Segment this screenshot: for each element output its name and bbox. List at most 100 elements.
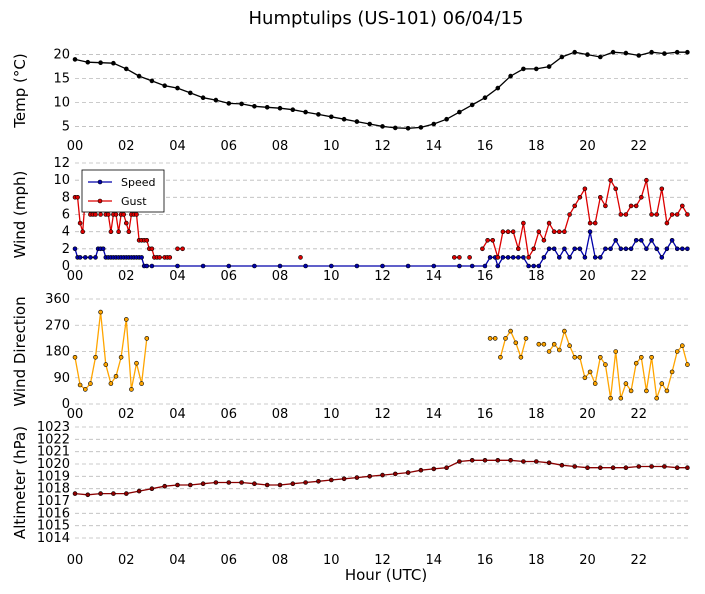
data-point [536, 341, 542, 347]
data-point [567, 255, 572, 260]
y-tick-label: 5 [62, 119, 70, 134]
legend: Speed Gust [81, 169, 165, 213]
data-point [500, 255, 506, 260]
data-point [113, 373, 119, 379]
y-tick-label: 2 [62, 242, 70, 257]
x-tick-label: 10 [323, 269, 340, 284]
x-tick-label: 18 [528, 407, 545, 422]
data-point [77, 220, 83, 226]
data-point [618, 212, 624, 217]
data-point [536, 229, 542, 234]
data-point [367, 121, 373, 127]
x-tick-label: 20 [579, 553, 596, 568]
data-point [111, 491, 116, 496]
data-point [510, 229, 516, 234]
data-point [93, 255, 98, 260]
data-point [316, 478, 321, 484]
data-point [85, 492, 91, 498]
x-tick-label: 06 [220, 269, 237, 284]
data-point [495, 263, 501, 269]
data-point [495, 255, 501, 260]
x-tick-label: 00 [67, 139, 84, 154]
y-tick-label: 1019 [37, 469, 70, 484]
data-point [587, 220, 593, 226]
data-point [659, 255, 665, 260]
data-point [129, 387, 134, 392]
data-point [367, 473, 373, 479]
data-point [608, 395, 613, 401]
data-point [597, 195, 603, 200]
data-point [623, 465, 629, 471]
data-point [88, 255, 93, 260]
data-point [98, 309, 103, 315]
data-point [618, 246, 624, 252]
data-point [551, 229, 557, 234]
data-point [482, 457, 488, 463]
data-point [628, 388, 634, 394]
data-point [264, 105, 270, 110]
x-tick-label: 22 [630, 407, 647, 422]
data-point [562, 229, 567, 234]
data-point [649, 49, 654, 55]
data-point [608, 177, 613, 183]
y-axis-label: Altimeter (hPa) [11, 426, 29, 539]
x-tick-label: 02 [118, 553, 135, 568]
data-point [669, 369, 675, 375]
data-point [175, 85, 180, 91]
data-point [649, 212, 654, 217]
data-point [587, 229, 593, 234]
x-tick-label: 16 [477, 407, 494, 422]
data-point [341, 116, 347, 122]
data-point [674, 349, 680, 354]
data-point [577, 195, 583, 200]
legend-label: Speed [121, 176, 155, 189]
data-point [572, 246, 578, 252]
data-point [136, 488, 142, 494]
data-point [649, 238, 654, 243]
data-point [623, 381, 629, 386]
data-point [582, 375, 588, 381]
y-tick-label: 90 [53, 371, 70, 386]
data-point [316, 112, 321, 117]
x-tick-label: 04 [169, 139, 186, 154]
data-point [523, 336, 529, 341]
data-point [649, 354, 654, 360]
data-point [149, 263, 155, 269]
x-tick-label: 16 [477, 553, 494, 568]
data-point [636, 53, 642, 58]
data-point [572, 49, 578, 55]
panel-4: 1014101510161017101810191020102110221023… [11, 420, 690, 568]
data-point [541, 238, 547, 243]
data-point [531, 246, 537, 252]
y-tick-label: 8 [62, 190, 70, 205]
data-point [213, 480, 219, 485]
legend-marker [97, 198, 103, 204]
data-point [149, 486, 155, 492]
data-point [431, 121, 437, 127]
data-point [531, 263, 537, 269]
y-tick-label: 20 [53, 48, 70, 63]
data-point [521, 459, 526, 464]
data-point [118, 354, 124, 360]
data-point [72, 246, 78, 252]
data-point [72, 354, 78, 360]
data-point [662, 464, 667, 469]
data-point [354, 119, 360, 124]
data-point [200, 95, 206, 100]
x-tick-label: 10 [323, 553, 340, 568]
x-tick-label: 04 [169, 269, 186, 284]
data-point [633, 203, 639, 209]
data-point [495, 457, 501, 463]
data-point [149, 246, 155, 252]
data-point [298, 255, 303, 260]
data-point [644, 388, 649, 394]
data-point [559, 54, 565, 60]
data-point [80, 229, 85, 234]
x-tick-label: 00 [67, 553, 84, 568]
data-point [623, 246, 629, 252]
data-point [546, 460, 552, 466]
series-line [499, 329, 527, 360]
data-point [98, 212, 103, 217]
data-point [508, 328, 513, 334]
legend-marker [97, 179, 103, 185]
